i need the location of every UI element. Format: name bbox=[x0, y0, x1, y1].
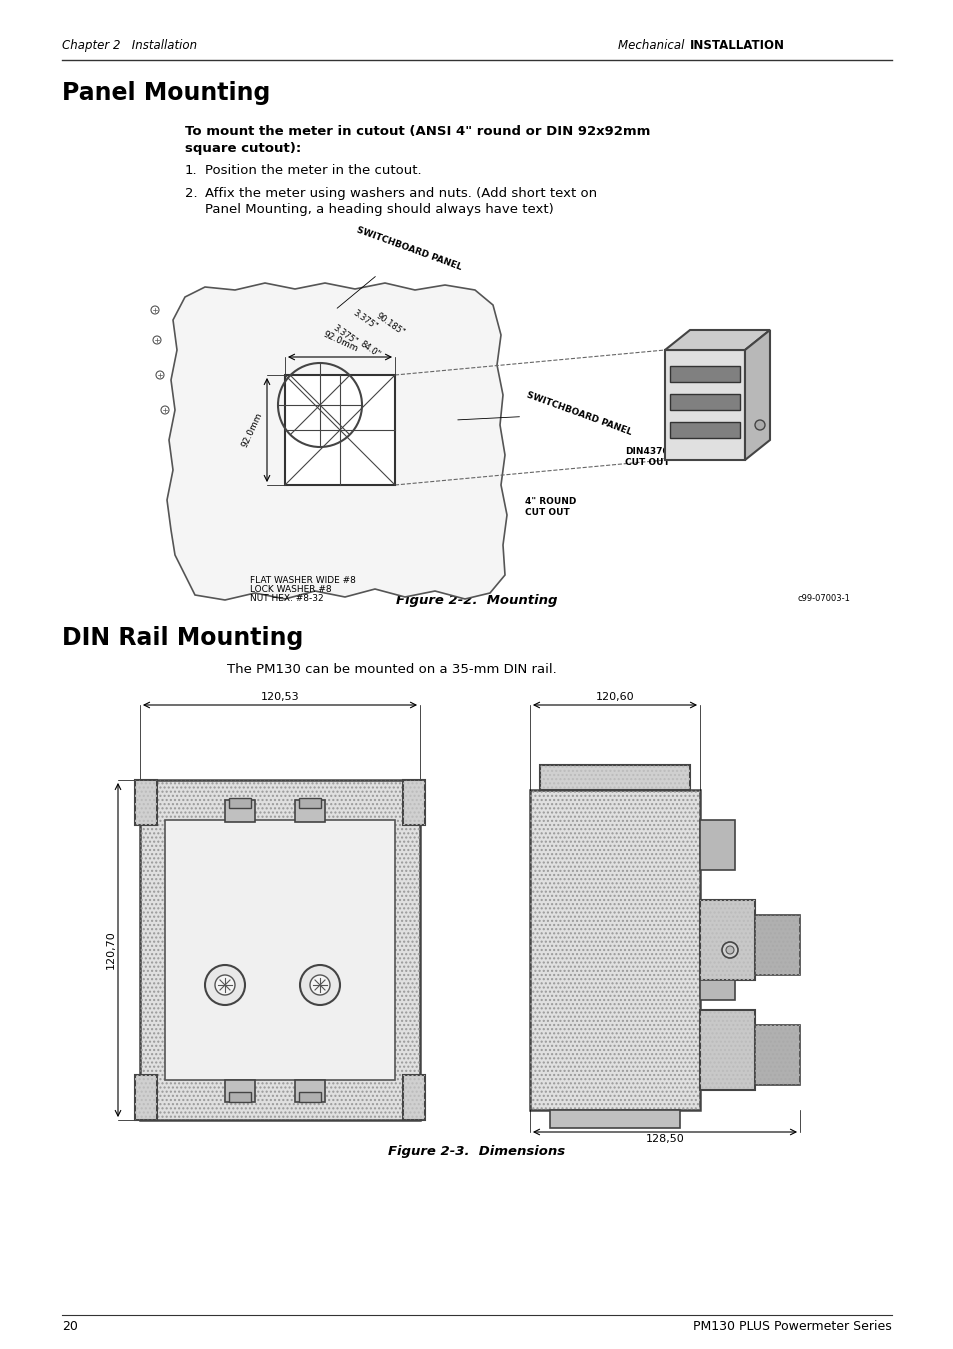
Text: square cutout):: square cutout): bbox=[185, 142, 301, 155]
Polygon shape bbox=[744, 331, 769, 460]
Text: Panel Mounting: Panel Mounting bbox=[62, 81, 270, 105]
Circle shape bbox=[310, 975, 330, 996]
Text: LOCK WASHER #8: LOCK WASHER #8 bbox=[250, 585, 332, 594]
Bar bbox=[298, 799, 320, 808]
Text: 90.185": 90.185" bbox=[374, 310, 406, 337]
Circle shape bbox=[754, 420, 764, 430]
Bar bbox=[298, 1091, 320, 1102]
Bar bbox=[754, 915, 800, 975]
Bar bbox=[669, 366, 740, 382]
Text: 3.375": 3.375" bbox=[331, 324, 358, 347]
Text: NUT HEX. #8-32: NUT HEX. #8-32 bbox=[250, 594, 323, 603]
Text: Figure 2-2.  Mounting: Figure 2-2. Mounting bbox=[395, 594, 558, 607]
Circle shape bbox=[299, 965, 339, 1005]
Text: 92.0mm: 92.0mm bbox=[240, 411, 264, 449]
Bar bbox=[550, 1110, 679, 1128]
Text: Chapter 2   Installation: Chapter 2 Installation bbox=[62, 39, 197, 53]
Circle shape bbox=[721, 942, 738, 958]
Text: 120,70: 120,70 bbox=[106, 931, 116, 970]
Text: SWITCHBOARD PANEL: SWITCHBOARD PANEL bbox=[336, 225, 462, 308]
Text: 92.0mm: 92.0mm bbox=[321, 331, 358, 353]
Bar bbox=[229, 1091, 251, 1102]
Bar bbox=[700, 820, 734, 870]
Bar bbox=[700, 1010, 754, 1090]
Bar bbox=[294, 1081, 325, 1102]
Text: To mount the meter in cutout (ANSI 4" round or DIN 92x92mm: To mount the meter in cutout (ANSI 4" ro… bbox=[185, 125, 650, 138]
Bar bbox=[294, 800, 325, 822]
Bar bbox=[135, 1075, 157, 1120]
Bar bbox=[402, 780, 424, 826]
Bar bbox=[700, 1010, 754, 1090]
Circle shape bbox=[151, 306, 159, 314]
Bar bbox=[402, 1075, 424, 1120]
Text: DIN Rail Mounting: DIN Rail Mounting bbox=[62, 626, 303, 650]
Bar bbox=[539, 765, 689, 791]
Bar bbox=[669, 394, 740, 410]
Text: PM130 PLUS Powermeter Series: PM130 PLUS Powermeter Series bbox=[693, 1321, 891, 1333]
Text: 120,53: 120,53 bbox=[260, 692, 299, 701]
Bar bbox=[135, 1075, 157, 1120]
Text: 20: 20 bbox=[62, 1321, 78, 1333]
Bar bbox=[140, 780, 419, 1120]
Bar bbox=[225, 1081, 254, 1102]
Bar bbox=[402, 780, 424, 826]
Bar bbox=[700, 900, 754, 979]
Text: Affix the meter using washers and nuts. (Add short text on: Affix the meter using washers and nuts. … bbox=[205, 188, 597, 200]
Bar bbox=[229, 799, 251, 808]
Bar bbox=[285, 375, 395, 486]
Text: Figure 2-3.  Dimensions: Figure 2-3. Dimensions bbox=[388, 1145, 565, 1157]
Bar bbox=[539, 765, 689, 791]
Text: 1.: 1. bbox=[185, 165, 197, 177]
Bar bbox=[225, 800, 254, 822]
Polygon shape bbox=[167, 283, 506, 600]
Text: Panel Mounting, a heading should always have text): Panel Mounting, a heading should always … bbox=[205, 202, 553, 216]
Bar bbox=[135, 780, 157, 826]
Circle shape bbox=[214, 975, 234, 996]
Text: 2.: 2. bbox=[185, 188, 197, 200]
Bar bbox=[700, 979, 734, 1000]
Bar bbox=[530, 791, 700, 1110]
Bar bbox=[754, 1025, 800, 1085]
Text: The PM130 can be mounted on a 35-mm DIN rail.: The PM130 can be mounted on a 35-mm DIN … bbox=[227, 662, 557, 676]
Polygon shape bbox=[664, 331, 769, 349]
Text: 3.375": 3.375" bbox=[351, 309, 378, 332]
Text: 84.0": 84.0" bbox=[358, 339, 381, 359]
Bar bbox=[165, 820, 395, 1081]
Bar bbox=[669, 422, 740, 438]
Text: INSTALLATION: INSTALLATION bbox=[689, 39, 784, 53]
Bar bbox=[754, 1025, 800, 1085]
Bar bbox=[135, 780, 157, 826]
Circle shape bbox=[725, 946, 733, 954]
Text: SWITCHBOARD PANEL: SWITCHBOARD PANEL bbox=[457, 390, 632, 437]
Bar bbox=[402, 1075, 424, 1120]
Text: Mechanical: Mechanical bbox=[618, 39, 687, 53]
Circle shape bbox=[156, 371, 164, 379]
Text: 128,50: 128,50 bbox=[645, 1135, 683, 1144]
Text: 4" ROUND
CUT OUT: 4" ROUND CUT OUT bbox=[524, 496, 576, 517]
Bar bbox=[530, 791, 700, 1110]
Circle shape bbox=[205, 965, 245, 1005]
Bar bbox=[664, 349, 744, 460]
Bar bbox=[140, 780, 419, 1120]
Text: 120,60: 120,60 bbox=[595, 692, 634, 701]
Bar bbox=[700, 900, 754, 979]
Circle shape bbox=[152, 336, 161, 344]
Text: Position the meter in the cutout.: Position the meter in the cutout. bbox=[205, 165, 421, 177]
Text: c99-07003-1: c99-07003-1 bbox=[797, 594, 849, 603]
Circle shape bbox=[161, 406, 169, 414]
Text: FLAT WASHER WIDE #8: FLAT WASHER WIDE #8 bbox=[250, 576, 355, 585]
Text: DIN43700
CUT OUT: DIN43700 CUT OUT bbox=[624, 447, 674, 467]
Bar bbox=[754, 915, 800, 975]
